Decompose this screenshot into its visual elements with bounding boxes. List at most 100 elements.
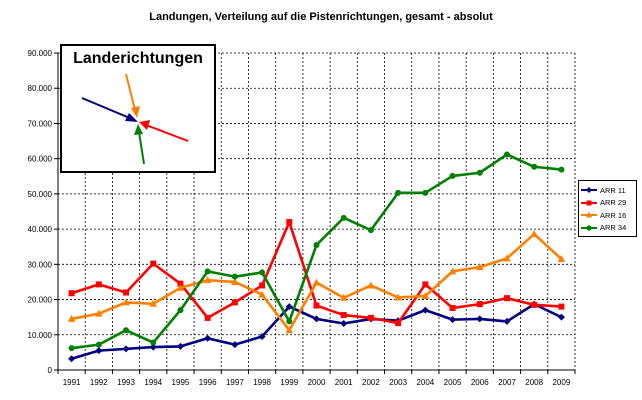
- x-tick-label: 1998: [253, 378, 271, 387]
- y-tick-label: 50.000: [28, 190, 53, 199]
- data-point-arr-29: [204, 314, 211, 321]
- x-tick-label: 1999: [280, 378, 298, 387]
- x-tick-label: 2007: [498, 378, 516, 387]
- data-point-arr-29: [313, 302, 320, 309]
- x-tick-label: 1991: [63, 378, 81, 387]
- data-point-arr-11: [449, 316, 457, 324]
- data-point-arr-11: [285, 303, 293, 311]
- data-point-arr-34: [313, 241, 320, 248]
- arrow-arr-34-head: [134, 124, 143, 135]
- data-point-arr-34: [503, 151, 510, 158]
- data-point-arr-34: [177, 307, 184, 314]
- x-tick-label: 2009: [552, 378, 570, 387]
- data-point-arr-29: [231, 299, 238, 306]
- series-layer: [67, 151, 566, 363]
- data-point-arr-16: [557, 255, 566, 263]
- data-point-arr-11: [68, 355, 76, 363]
- arrow-arr-29-head: [139, 120, 150, 130]
- data-point-arr-11: [122, 345, 130, 353]
- arrow-arr-29: [145, 124, 189, 142]
- data-point-arr-29: [531, 301, 538, 308]
- data-point-arr-29: [123, 289, 130, 296]
- landing-directions-inset: Landerichtungen: [60, 44, 216, 173]
- data-point-arr-11: [204, 334, 212, 342]
- chart-title: Landungen, Verteilung auf die Pistenrich…: [149, 11, 493, 23]
- series-line-arr-11: [71, 302, 562, 360]
- data-point-arr-11: [95, 347, 103, 355]
- data-point-arr-16: [312, 278, 321, 286]
- legend-item-arr-34: ARR 34: [581, 222, 636, 235]
- data-point-arr-16: [421, 292, 430, 300]
- data-point-arr-16: [394, 293, 402, 301]
- data-point-arr-34: [259, 269, 266, 276]
- x-tick-label: 1996: [199, 378, 217, 387]
- data-point-arr-11: [503, 317, 511, 325]
- arrow-arr-11-head: [125, 113, 138, 122]
- data-point-arr-29: [503, 295, 510, 302]
- x-tick-label: 1994: [144, 378, 162, 387]
- y-tick-label: 40.000: [28, 225, 53, 234]
- data-point-arr-16: [258, 290, 266, 298]
- data-point-arr-34: [204, 268, 211, 275]
- data-point-arr-29: [558, 303, 565, 310]
- data-point-arr-11: [176, 342, 184, 350]
- data-point-arr-34: [150, 339, 157, 346]
- data-point-arr-11: [313, 315, 320, 323]
- data-point-arr-16: [67, 314, 76, 322]
- x-tick-label: 2006: [471, 378, 489, 387]
- arrow-arr-16-head: [131, 106, 140, 118]
- data-point-arr-34: [123, 327, 130, 334]
- axis-layer: [54, 52, 576, 374]
- data-point-arr-16: [285, 326, 294, 334]
- data-point-arr-16: [339, 293, 348, 301]
- data-point-arr-29: [68, 290, 75, 297]
- data-point-arr-34: [95, 341, 102, 348]
- data-point-arr-34: [558, 166, 565, 173]
- x-tick-label: 2005: [444, 378, 462, 387]
- data-point-arr-16: [475, 263, 484, 271]
- arrow-arr-34: [138, 131, 145, 165]
- y-tick-label: 60.000: [28, 155, 53, 164]
- data-point-arr-29: [259, 282, 266, 289]
- data-point-arr-34: [476, 169, 483, 176]
- data-point-arr-16: [122, 298, 130, 306]
- data-point-arr-16: [367, 281, 375, 289]
- data-point-arr-29: [286, 219, 293, 226]
- data-point-arr-16: [149, 299, 158, 307]
- y-tick-label: 0: [48, 366, 53, 375]
- legend-item-arr-11: ARR 11: [581, 184, 636, 197]
- data-point-arr-29: [150, 260, 157, 267]
- data-point-arr-34: [422, 189, 429, 196]
- x-tick-label: 1992: [90, 378, 108, 387]
- arrow-arr-16: [125, 73, 136, 111]
- data-point-arr-11: [149, 343, 157, 351]
- data-point-arr-34: [367, 227, 374, 234]
- x-tick-label: 2008: [525, 378, 543, 387]
- data-point-arr-29: [449, 305, 456, 312]
- legend: ARR 11 ARR 29 ARR 16 ARR 34: [578, 180, 637, 237]
- legend-label-arr-16: ARR 16: [600, 210, 627, 220]
- x-tick-label: 1993: [117, 378, 135, 387]
- x-tick-label: 2002: [362, 378, 380, 387]
- data-point-arr-34: [231, 273, 238, 280]
- legend-item-arr-29: ARR 29: [581, 197, 636, 210]
- data-point-arr-16: [176, 283, 185, 291]
- x-tick-label: 2000: [308, 378, 326, 387]
- data-point-arr-34: [286, 318, 293, 325]
- data-point-arr-11: [231, 341, 239, 349]
- data-point-arr-16: [203, 276, 212, 284]
- legend-swatch-arr-11: [581, 187, 597, 194]
- data-point-arr-34: [340, 214, 347, 221]
- x-tick-label: 2004: [416, 378, 434, 387]
- legend-label-arr-11: ARR 11: [600, 185, 626, 195]
- legend-label-arr-29: ARR 29: [600, 198, 627, 208]
- y-tick-label: 30.000: [28, 260, 53, 269]
- data-point-arr-29: [476, 301, 483, 308]
- data-point-arr-11: [557, 313, 565, 321]
- x-tick-label: 1995: [172, 378, 190, 387]
- data-point-arr-11: [421, 306, 429, 314]
- y-tick-label: 10.000: [28, 331, 53, 340]
- y-tick-label: 90.000: [28, 49, 53, 58]
- arrow-arr-11: [81, 97, 133, 120]
